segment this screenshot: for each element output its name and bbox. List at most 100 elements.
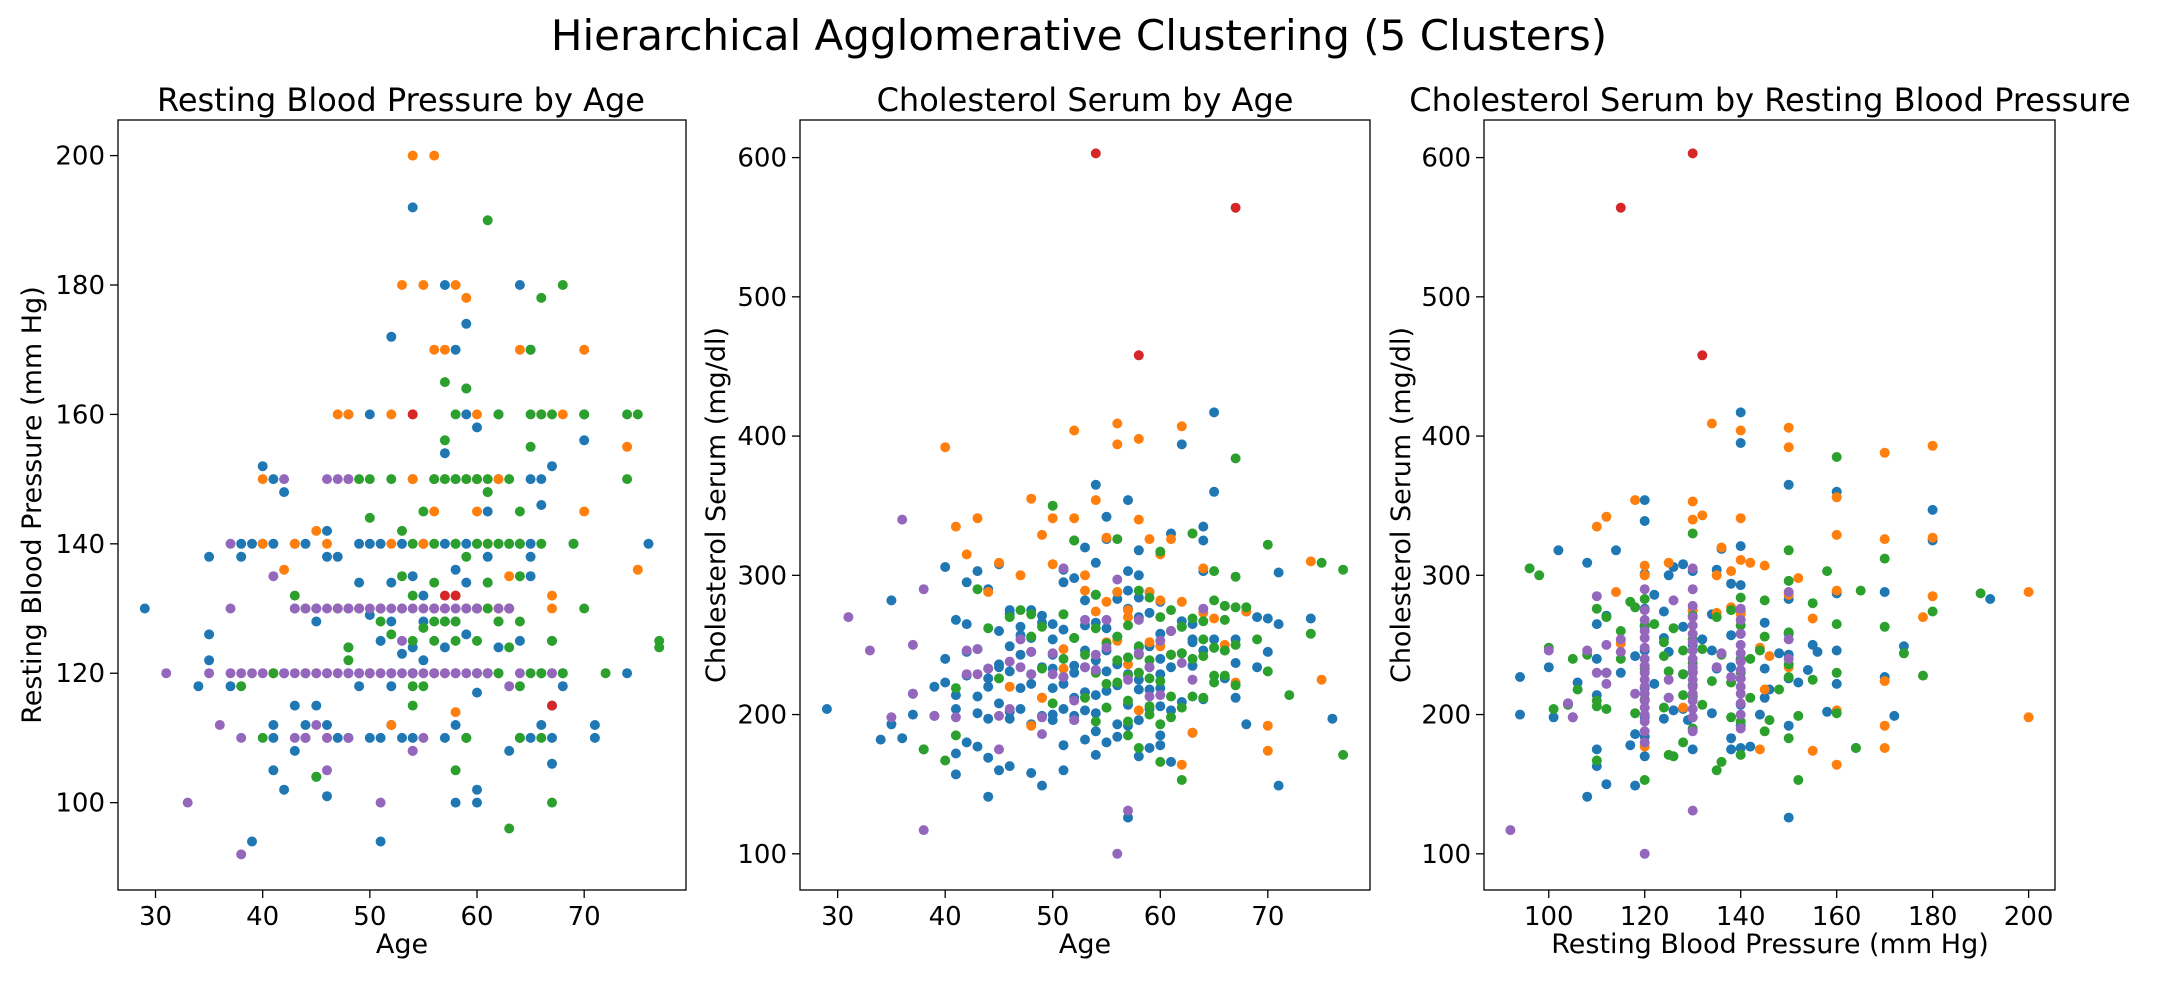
cluster-1-point <box>1745 557 1756 568</box>
cluster-2-point <box>407 681 418 692</box>
cluster-4-point <box>1687 695 1698 706</box>
cluster-4-point <box>1166 626 1176 636</box>
cluster-2-point <box>397 571 407 582</box>
cluster-2-point <box>429 577 440 588</box>
cluster-4-point <box>1155 690 1166 701</box>
cluster-0-point <box>1166 756 1176 767</box>
x-tick-label: 50 <box>1036 902 1069 932</box>
cluster-1-point <box>1927 532 1938 543</box>
cluster-0-point <box>1230 658 1241 668</box>
cluster-1-point <box>1133 705 1144 716</box>
cluster-0-point <box>1812 646 1823 657</box>
cluster-0-point <box>354 577 365 588</box>
cluster-4-point <box>322 765 332 776</box>
cluster-0-point <box>1133 592 1144 603</box>
cluster-2-point <box>536 292 547 303</box>
cluster-0-point <box>1069 660 1080 671</box>
cluster-1-point <box>1133 514 1144 525</box>
cluster-1-point <box>472 409 482 420</box>
cluster-0-point <box>364 732 375 743</box>
cluster-2-point <box>1601 612 1612 623</box>
cluster-0-point <box>994 659 1004 670</box>
cluster-4-point <box>236 668 247 679</box>
cluster-0-point <box>1015 683 1026 694</box>
y-tick-label: 500 <box>737 283 787 313</box>
cluster-0-point <box>450 797 461 808</box>
cluster-0-point <box>450 344 461 355</box>
cluster-1-point <box>386 409 397 420</box>
cluster-2-point <box>1058 609 1069 620</box>
cluster-0-point <box>1735 541 1746 552</box>
cluster-2-point <box>375 616 386 627</box>
cluster-1-point <box>1209 613 1220 624</box>
cluster-2-point <box>429 616 440 627</box>
cluster-0-point <box>1209 407 1220 418</box>
cluster-2-point <box>1711 612 1722 623</box>
cluster-0-point <box>364 538 375 549</box>
cluster-2-point <box>1807 674 1818 685</box>
cluster-2-point <box>482 577 493 588</box>
cluster-2-point <box>1176 775 1187 785</box>
cluster-0-point <box>1209 486 1220 497</box>
cluster-2-point <box>1123 652 1133 663</box>
cluster-0-point <box>461 577 472 588</box>
cluster-1-point <box>1783 422 1794 433</box>
cluster-4-point <box>332 603 343 614</box>
cluster-2-point <box>1209 677 1220 688</box>
cluster-0-point <box>439 448 450 459</box>
cluster-2-point <box>461 732 472 743</box>
cluster-0-point <box>547 732 557 743</box>
cluster-0-point <box>1615 667 1626 678</box>
cluster-2-point <box>1155 676 1166 687</box>
cluster-4-point <box>1004 704 1015 714</box>
cluster-2-point <box>1198 634 1209 645</box>
cluster-1-point <box>429 344 440 355</box>
cluster-0-point <box>375 732 386 743</box>
cluster-1-point <box>1706 418 1717 429</box>
cluster-0-point <box>1273 619 1284 630</box>
cluster-0-point <box>1144 684 1155 695</box>
cluster-1-point <box>2023 587 2034 597</box>
y-tick-label: 500 <box>1421 283 1471 313</box>
cluster-0-point <box>1058 765 1069 776</box>
cluster-4-point <box>418 668 429 679</box>
cluster-4-point <box>1069 695 1080 706</box>
cluster-4-point <box>1155 635 1166 646</box>
cluster-2-point <box>450 409 461 420</box>
cluster-0-point <box>1004 605 1015 616</box>
cluster-4-point <box>1144 662 1155 673</box>
cluster-0-point <box>1663 570 1674 581</box>
cluster-4-point <box>864 645 875 656</box>
cluster-2-point <box>1764 715 1775 726</box>
cluster-2-point <box>343 642 354 653</box>
cluster-0-point <box>461 629 472 640</box>
x-tick-label: 160 <box>1812 902 1862 932</box>
cluster-0-point <box>897 733 908 744</box>
cluster-2-point <box>1831 667 1842 678</box>
cluster-2-point <box>1807 598 1818 609</box>
cluster-1-point <box>1058 663 1069 674</box>
cluster-2-point <box>397 525 407 536</box>
cluster-2-point <box>622 474 633 485</box>
x-tick-label: 140 <box>1716 902 1766 932</box>
cluster-4-point <box>1687 612 1698 623</box>
cluster-2-point <box>1112 655 1123 666</box>
cluster-4-point <box>961 669 972 680</box>
cluster-4-point <box>1639 584 1650 595</box>
cluster-4-point <box>1037 712 1047 723</box>
cluster-4-point <box>504 603 515 614</box>
cluster-4-point <box>247 668 257 679</box>
cluster-4-point <box>322 668 332 679</box>
cluster-1-point <box>1663 557 1674 568</box>
cluster-2-point <box>1123 716 1133 727</box>
cluster-0-point <box>397 648 407 659</box>
cluster-0-point <box>1802 665 1813 675</box>
cluster-4-point <box>450 603 461 614</box>
cluster-4-point <box>397 635 407 646</box>
cluster-4-point <box>322 474 332 485</box>
y-tick-label: 100 <box>55 789 105 819</box>
cluster-1-point <box>1166 534 1176 545</box>
subplot-2-title: Cholesterol Serum by Age <box>877 81 1294 119</box>
cluster-0-point <box>439 642 450 653</box>
